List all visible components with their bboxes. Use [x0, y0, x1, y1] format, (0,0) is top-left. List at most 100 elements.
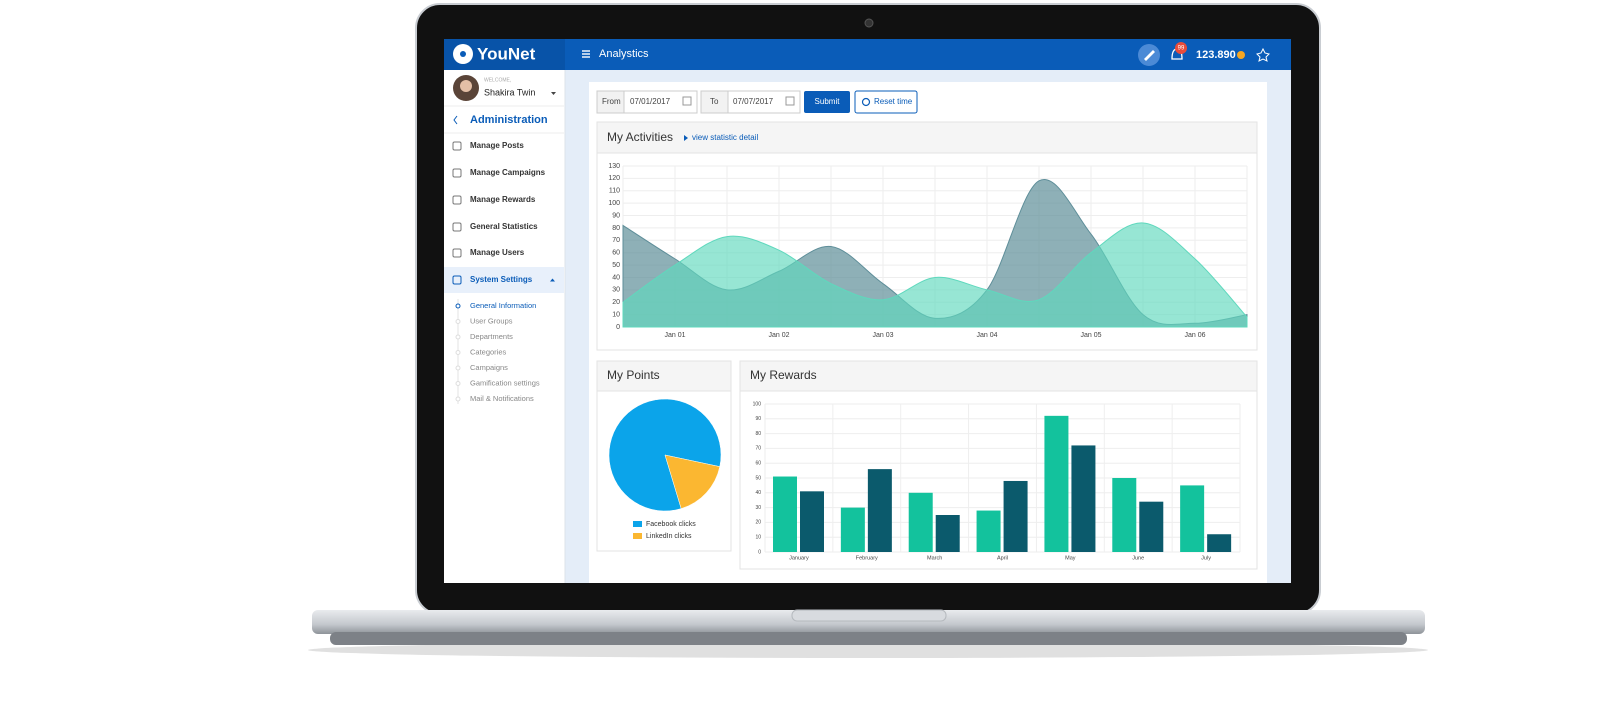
- x-tick-label: July: [1201, 555, 1211, 561]
- y-tick-label: 30: [612, 287, 620, 294]
- reset-icon: [861, 97, 871, 107]
- calendar-icon[interactable]: [785, 96, 795, 106]
- from-label: From: [602, 97, 621, 106]
- x-tick-label: Jan 04: [976, 332, 997, 339]
- from-date[interactable]: 07/01/2017: [630, 97, 671, 106]
- bar: [867, 469, 892, 552]
- logo-icon-dot: [460, 51, 466, 57]
- menu-toggle[interactable]: [582, 50, 590, 58]
- submenu-item[interactable]: Mail & Notifications: [470, 394, 534, 403]
- bar: [1139, 501, 1164, 552]
- logo: YouNet: [477, 44, 536, 63]
- y-tick-label: 0: [616, 324, 620, 331]
- y-tick-label: 50: [612, 262, 620, 269]
- y-tick-label: 100: [753, 401, 762, 407]
- menu-item[interactable]: Manage Rewards: [470, 195, 536, 204]
- link-arrow: [684, 135, 688, 141]
- x-tick-label: May: [1065, 555, 1076, 561]
- menu-icon: [452, 168, 462, 178]
- page-title: Analystics: [599, 48, 649, 60]
- menu-item[interactable]: Manage Posts: [470, 141, 524, 150]
- panel-title: My Points: [607, 368, 660, 382]
- submit-button[interactable]: [804, 91, 850, 113]
- legend-swatch: [633, 521, 642, 527]
- submenu-item[interactable]: User Groups: [470, 316, 513, 325]
- legend-swatch: [633, 533, 642, 539]
- bar: [1112, 478, 1137, 552]
- x-tick-label: January: [789, 555, 809, 561]
- submenu-dot: [455, 334, 461, 340]
- to-label: To: [710, 97, 719, 106]
- back-icon[interactable]: [453, 115, 458, 125]
- y-tick-label: 10: [612, 311, 620, 318]
- panel-title: My Activities: [607, 130, 673, 144]
- y-tick-label: 30: [755, 505, 761, 511]
- user-name[interactable]: Shakira Twin: [484, 87, 535, 97]
- submenu-item[interactable]: Departments: [470, 332, 513, 341]
- y-tick-label: 90: [755, 416, 761, 422]
- bar: [1003, 480, 1028, 552]
- y-tick-label: 0: [758, 549, 761, 555]
- edit-icon: [1144, 50, 1155, 61]
- submenu-item[interactable]: Gamification settings: [470, 378, 540, 387]
- laptop-base: [312, 610, 1425, 634]
- top-bar: [444, 39, 1291, 70]
- area: [622, 222, 1248, 328]
- x-tick-label: Jan 02: [768, 332, 789, 339]
- to-date[interactable]: 07/07/2017: [733, 97, 774, 106]
- screen: YouNet Analystics 99 123.890 WELCOME, Sh…: [444, 39, 1291, 583]
- menu-icon: [452, 222, 462, 232]
- laptop-lip: [330, 632, 1407, 645]
- x-tick-label: June: [1132, 555, 1144, 561]
- calendar-icon[interactable]: [682, 96, 692, 106]
- user-caret[interactable]: [551, 92, 556, 95]
- collapse-caret: [550, 278, 555, 282]
- submenu-dot: [455, 319, 461, 324]
- y-tick-label: 100: [608, 200, 620, 207]
- menu-item[interactable]: System Settings: [470, 275, 533, 284]
- submenu-item[interactable]: Campaigns: [470, 363, 508, 372]
- bar: [1207, 534, 1232, 552]
- submenu-item[interactable]: Categories: [470, 347, 507, 356]
- pie-slice: [664, 454, 721, 509]
- x-tick-label: Jan 06: [1184, 332, 1205, 339]
- section-title: Administration: [470, 114, 548, 126]
- submenu-dot: [455, 350, 461, 355]
- submenu-dot: [455, 365, 461, 371]
- menu-item[interactable]: Manage Users: [470, 248, 525, 257]
- x-tick-label: Jan 05: [1080, 332, 1101, 339]
- submenu-dot: [455, 303, 461, 309]
- bar: [1044, 415, 1069, 552]
- y-tick-label: 70: [612, 237, 620, 244]
- bar: [773, 476, 797, 552]
- points-balance: 123.890: [1196, 49, 1236, 61]
- welcome: WELCOME,: [484, 77, 511, 83]
- badge: [1175, 42, 1187, 54]
- menu-item[interactable]: Manage Campaigns: [470, 168, 546, 177]
- y-tick-label: 70: [755, 446, 761, 452]
- panel-header: [596, 121, 1258, 154]
- menu-item[interactable]: General Statistics: [470, 222, 538, 231]
- legend-label: Facebook clicks: [646, 521, 696, 528]
- y-tick-label: 80: [755, 431, 761, 437]
- reset-label: Reset time: [874, 97, 913, 106]
- y-tick-label: 60: [755, 461, 761, 467]
- camera: [864, 18, 874, 28]
- sidebar: [444, 70, 565, 583]
- bar: [908, 492, 933, 552]
- settings-icon[interactable]: [1256, 47, 1270, 62]
- x-tick-label: March: [927, 555, 942, 561]
- reset-button[interactable]: [854, 90, 918, 114]
- panel-header: [739, 360, 1258, 392]
- coin-icon: [1237, 51, 1245, 59]
- from-label-box: [596, 90, 625, 114]
- menu-icon: [452, 275, 462, 285]
- y-tick-label: 110: [609, 188, 620, 195]
- x-tick-label: April: [997, 555, 1008, 561]
- submenu-item[interactable]: General Information: [470, 301, 536, 310]
- detail-link[interactable]: view statistic detail: [692, 133, 758, 142]
- avatar-face: [460, 80, 472, 92]
- bar: [935, 515, 960, 552]
- y-tick-label: 40: [755, 490, 761, 496]
